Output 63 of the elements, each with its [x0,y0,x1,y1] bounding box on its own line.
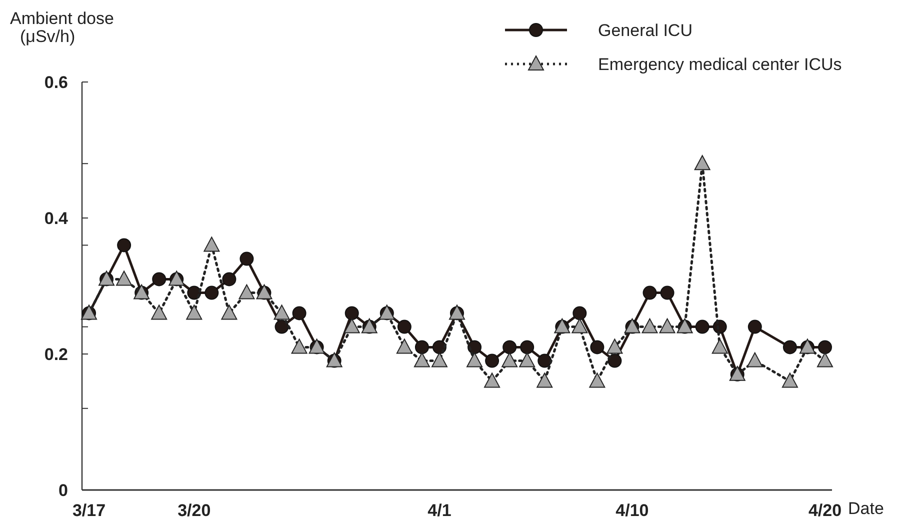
point [502,340,517,354]
point [642,286,657,300]
point [502,352,518,368]
point [746,352,763,368]
x-tick-label: 4/1 [428,501,452,520]
point [816,352,833,368]
point [520,340,534,354]
point [431,352,448,368]
point [782,340,797,354]
point [572,318,588,334]
x-tick-label: 4/20 [808,501,842,520]
point [572,306,587,320]
point [240,252,254,266]
point [204,286,219,300]
point [397,320,412,334]
point [695,320,710,334]
point [152,272,166,286]
point [396,338,412,354]
point [608,354,622,368]
x-tick-label: 3/17 [72,501,106,520]
point [606,338,623,354]
point [589,372,606,388]
y-axis-title: Ambient dose (μSv/h) [10,9,114,46]
y-tick-label: 0.4 [44,208,69,228]
point [274,304,290,320]
point [292,306,306,320]
point [536,372,553,388]
point [222,272,236,286]
legend-label: Emergency medical center ICUs [598,54,842,74]
point [818,340,832,354]
point [748,320,762,334]
point [344,318,360,334]
point [642,318,658,334]
x-tick-label: 3/20 [178,501,211,520]
point [151,304,168,320]
y-tick-label: 0.2 [44,344,68,364]
x-tick-label: 4/10 [616,501,649,520]
point [590,340,604,354]
point [538,354,552,368]
point [414,352,430,368]
point [291,338,308,354]
x-axis-title: Date [848,499,884,518]
point [659,318,676,334]
point [782,372,798,388]
point [694,155,710,170]
point [204,236,220,252]
point [116,270,132,286]
point [117,238,132,252]
point [221,304,238,320]
point [485,354,500,368]
point [344,306,359,320]
y-tick-label: 0.6 [44,72,68,92]
point [712,338,728,354]
legend-label: General ICU [598,20,692,40]
point [186,304,202,320]
point [660,286,674,300]
point [274,320,289,334]
point [466,352,483,368]
point [414,340,429,354]
point [484,372,500,388]
point [238,284,255,300]
y-tick-label: 0 [58,480,68,500]
point [519,352,536,368]
